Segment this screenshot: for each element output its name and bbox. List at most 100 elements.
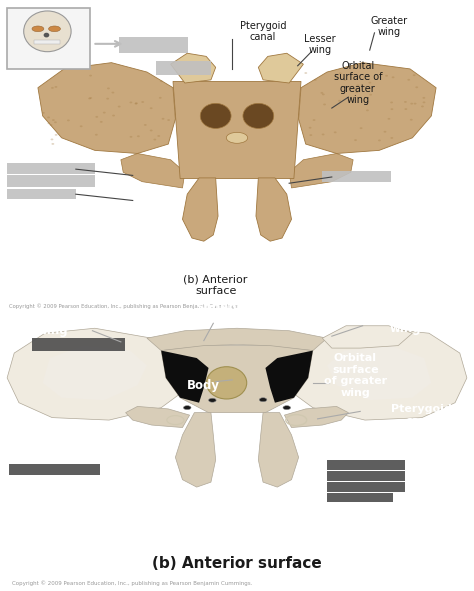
Circle shape (154, 139, 156, 141)
Polygon shape (182, 178, 218, 241)
Circle shape (356, 91, 358, 93)
Circle shape (129, 102, 132, 103)
Circle shape (259, 398, 267, 402)
Circle shape (137, 135, 140, 137)
Circle shape (322, 93, 325, 95)
Circle shape (47, 116, 50, 118)
Polygon shape (289, 154, 353, 188)
Text: Greater
wing: Greater wing (370, 16, 407, 37)
Polygon shape (284, 407, 348, 427)
Bar (119, 37, 188, 53)
Circle shape (100, 121, 103, 123)
Polygon shape (171, 53, 216, 83)
Circle shape (103, 112, 106, 113)
Circle shape (54, 121, 57, 123)
Circle shape (111, 92, 114, 93)
Circle shape (95, 134, 98, 136)
Circle shape (47, 122, 50, 124)
Circle shape (183, 405, 191, 410)
Circle shape (95, 116, 98, 118)
Polygon shape (161, 346, 313, 413)
Circle shape (135, 103, 137, 105)
Bar (32, 338, 125, 350)
Circle shape (283, 405, 291, 410)
Polygon shape (147, 328, 327, 350)
Circle shape (42, 112, 45, 114)
Ellipse shape (206, 366, 246, 399)
Circle shape (144, 124, 147, 126)
Text: Copyright © 2009 Pearson Education, Inc., publishing as Pearson Benjamin Cumming: Copyright © 2009 Pearson Education, Inc.… (9, 303, 240, 309)
Bar (9, 464, 100, 475)
Circle shape (107, 87, 110, 89)
Polygon shape (258, 53, 303, 83)
Circle shape (160, 80, 163, 82)
Circle shape (360, 127, 363, 129)
Circle shape (407, 79, 410, 81)
Text: Sphenoidal
sinus: Sphenoidal sinus (195, 301, 269, 329)
Circle shape (67, 119, 70, 121)
Polygon shape (173, 82, 301, 178)
Circle shape (304, 72, 307, 74)
Circle shape (88, 98, 91, 99)
Circle shape (55, 134, 57, 136)
Polygon shape (7, 328, 197, 420)
Bar (327, 471, 405, 481)
Circle shape (391, 108, 393, 110)
Circle shape (323, 103, 326, 105)
Circle shape (378, 139, 381, 141)
Ellipse shape (200, 103, 231, 128)
Bar (7, 163, 95, 174)
Circle shape (52, 143, 55, 145)
Circle shape (339, 73, 342, 74)
Circle shape (51, 87, 54, 89)
Polygon shape (277, 328, 467, 420)
Circle shape (314, 79, 317, 81)
Circle shape (150, 108, 153, 109)
Polygon shape (161, 350, 209, 402)
Circle shape (383, 131, 386, 132)
Polygon shape (327, 346, 431, 400)
Circle shape (162, 118, 164, 120)
Ellipse shape (227, 132, 247, 143)
Circle shape (334, 131, 337, 134)
Polygon shape (265, 350, 313, 402)
Polygon shape (43, 346, 147, 400)
Bar (7, 176, 95, 187)
Text: Pterygoid
canal: Pterygoid canal (392, 404, 452, 426)
Circle shape (338, 100, 341, 102)
Circle shape (320, 92, 323, 94)
Circle shape (159, 97, 162, 99)
Circle shape (391, 137, 393, 139)
Text: Orbital
surface of
greater
wing: Orbital surface of greater wing (334, 61, 382, 105)
Text: Body: Body (187, 379, 220, 392)
Bar (7, 8, 90, 69)
Bar (156, 61, 211, 75)
Circle shape (344, 79, 346, 81)
Ellipse shape (24, 11, 71, 51)
Ellipse shape (32, 26, 44, 32)
Circle shape (392, 76, 394, 78)
Circle shape (356, 85, 359, 86)
Text: Lesser
wing: Lesser wing (304, 34, 336, 56)
Circle shape (413, 74, 416, 76)
Circle shape (80, 125, 82, 127)
Circle shape (118, 106, 120, 108)
Circle shape (410, 103, 413, 105)
Circle shape (368, 82, 371, 83)
Circle shape (51, 138, 54, 140)
Circle shape (421, 105, 424, 108)
Text: Pterygoid
canal: Pterygoid canal (240, 21, 286, 42)
Polygon shape (299, 63, 436, 154)
Bar (327, 460, 405, 470)
Circle shape (112, 115, 115, 116)
Text: Orbital
surface
of greater
wing: Orbital surface of greater wing (324, 353, 387, 398)
Circle shape (422, 97, 425, 99)
Text: Greater
wing: Greater wing (27, 309, 78, 337)
Text: Lesser
wing: Lesser wing (383, 307, 427, 335)
Bar (7, 189, 76, 199)
Circle shape (209, 398, 216, 402)
Circle shape (106, 98, 109, 100)
Polygon shape (322, 326, 412, 348)
Circle shape (52, 119, 55, 121)
Circle shape (388, 118, 391, 120)
